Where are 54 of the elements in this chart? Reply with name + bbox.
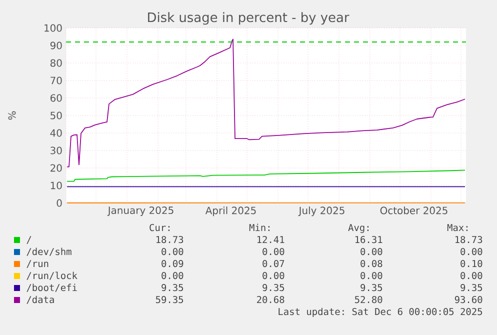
text: 0.07 bbox=[262, 260, 284, 268]
x-tick-label: July 2025 bbox=[298, 206, 344, 216]
text: 9.35 bbox=[360, 284, 382, 292]
text: 93.60 bbox=[454, 296, 482, 304]
y-tick-label: 10 bbox=[50, 182, 62, 190]
text: Cur: bbox=[150, 224, 170, 232]
y-tick-label: 30 bbox=[50, 146, 62, 154]
text: 0.00 bbox=[460, 248, 482, 256]
text: 0.08 bbox=[360, 260, 382, 268]
line-series bbox=[66, 170, 466, 182]
y-tick-label: 60 bbox=[50, 94, 62, 102]
text: 0.00 bbox=[162, 272, 184, 280]
x-tick-label: October 2025 bbox=[380, 206, 448, 214]
text: 20.68 bbox=[257, 296, 284, 304]
y-tick-label: 40 bbox=[50, 129, 62, 137]
text: 0.00 bbox=[262, 248, 284, 256]
x-tick-label: April 2025 bbox=[205, 206, 256, 216]
legend-label: /run bbox=[26, 260, 48, 268]
text: Max: bbox=[447, 224, 468, 232]
text: 18.73 bbox=[455, 236, 482, 244]
text: 0.10 bbox=[460, 260, 482, 268]
text: Last update: Sat Dec 6 00:00:05 2025 bbox=[278, 308, 482, 317]
legend-label: /data bbox=[26, 296, 54, 304]
text: 0.00 bbox=[360, 248, 382, 256]
y-tick-label: 90 bbox=[50, 42, 62, 50]
legend-label: /boot/efi bbox=[26, 284, 77, 292]
line-series bbox=[66, 38, 466, 168]
y-tick-label: 20 bbox=[50, 164, 62, 172]
text: 12.41 bbox=[257, 236, 284, 243]
y-tick-label: 80 bbox=[50, 59, 62, 67]
y-tick-label: 50 bbox=[50, 112, 62, 120]
text: 52.80 bbox=[354, 296, 382, 304]
text: 0.00 bbox=[360, 272, 382, 280]
chart-title: Disk usage in percent - by year bbox=[148, 12, 350, 25]
text: 16.31 bbox=[355, 236, 382, 244]
y-tick-label: 70 bbox=[50, 76, 62, 84]
text: Min: bbox=[249, 224, 270, 231]
text: Avg: bbox=[348, 224, 369, 234]
text: 59.35 bbox=[156, 296, 184, 304]
text: 9.35 bbox=[460, 284, 482, 292]
text: 9.35 bbox=[162, 284, 184, 292]
y-axis-title: % bbox=[8, 111, 16, 120]
text: 9.35 bbox=[262, 284, 284, 292]
text: 0.00 bbox=[460, 272, 482, 280]
y-tick-label: 0 bbox=[56, 199, 62, 207]
legend-label: /dev/shm bbox=[26, 248, 72, 256]
text: 0.09 bbox=[162, 260, 184, 268]
legend-label: / bbox=[26, 236, 32, 244]
legend-label: /run/lock bbox=[26, 272, 78, 280]
text: 18.73 bbox=[156, 236, 184, 244]
text: 0.00 bbox=[162, 248, 184, 256]
y-tick-label: 100 bbox=[44, 24, 62, 32]
text: 0.00 bbox=[262, 272, 284, 280]
x-tick-label: January 2025 bbox=[107, 206, 174, 216]
